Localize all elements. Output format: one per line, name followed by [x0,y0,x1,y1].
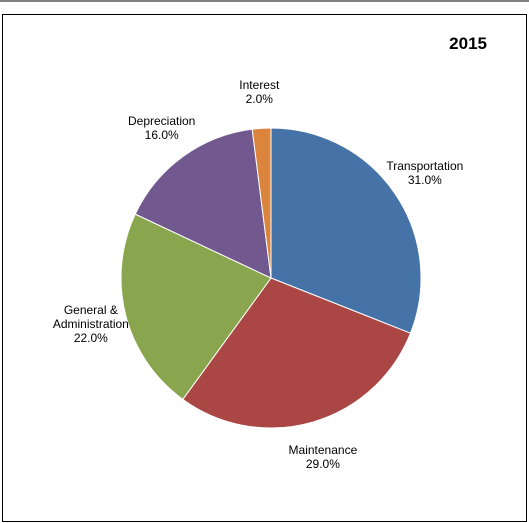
data-label: Depreciation 16.0% [114,114,210,142]
category-label: Interest [239,78,280,93]
data-label: Interest 2.0% [211,78,307,106]
data-label: Maintenance 29.0% [275,443,371,471]
value-label: 22.0% [73,331,108,346]
pie-slice [134,128,272,279]
chart-title: 2015 [449,34,487,53]
pie-slice [270,127,422,334]
data-label: Transportation 31.0% [377,159,473,187]
category-label: Transportation [386,159,464,174]
pie-slice [182,277,412,429]
category-label: General & Administration [52,303,129,332]
value-label: 16.0% [144,127,179,142]
value-label: 2.0% [245,92,273,107]
category-label: Maintenance [288,442,358,457]
value-label: 29.0% [305,456,340,471]
pie-slice [251,127,272,279]
category-label: Depreciation [127,113,196,128]
data-label: General & Administration 22.0% [43,303,139,345]
frame [2,14,527,522]
value-label: 31.0% [407,173,442,188]
